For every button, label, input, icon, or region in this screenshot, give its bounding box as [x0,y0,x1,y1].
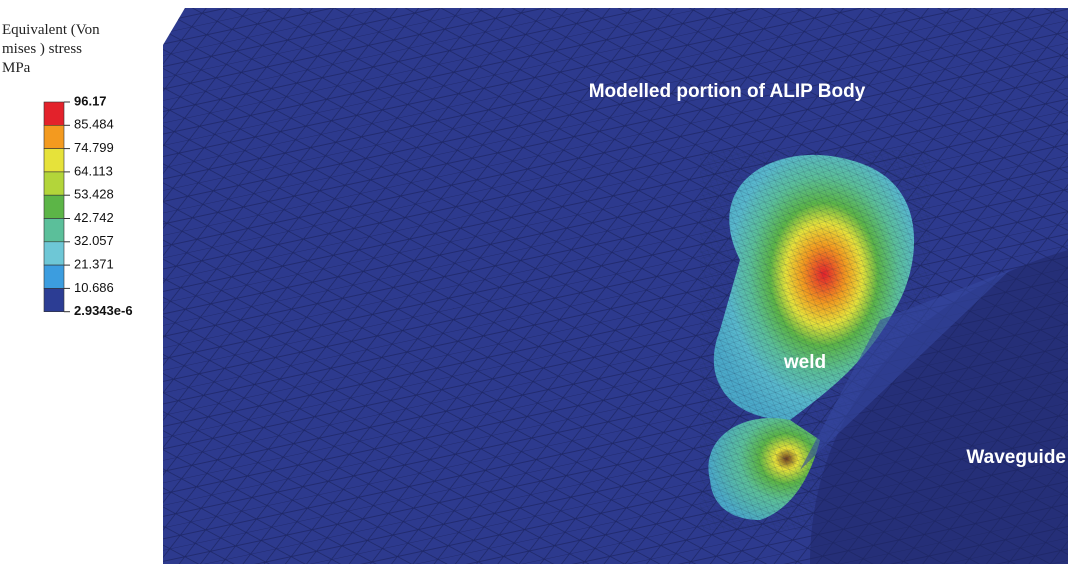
legend-swatch [43,148,65,173]
legend-swatch [43,101,65,126]
legend-swatch [43,194,65,219]
legend-title: MPa [2,60,31,76]
waveguide-label: Waveguide [966,447,1066,468]
legend-swatch [43,288,65,312]
body-label: Modelled portion of ALIP Body [589,81,866,102]
legend-title: mises ) stress [2,41,82,57]
legend-label: 42.742 [74,210,114,225]
legend-label: 96.17 [74,93,107,108]
legend-label: 21.371 [74,257,114,272]
legend-swatch [43,218,65,243]
legend-label: 10.686 [74,280,114,295]
legend-label: 64.113 [74,163,113,178]
legend-swatch [43,264,65,289]
legend-title: Equivalent (Von [2,22,100,38]
weld-label: weld [783,352,826,373]
legend-swatch [43,241,65,266]
legend-label: 85.484 [74,117,114,132]
legend-label: 2.9343e-6 [74,303,133,318]
legend-label: 74.799 [74,140,114,155]
legend-label: 32.057 [74,233,114,248]
legend-swatch [43,171,65,196]
model-view [163,8,1068,564]
legend-label: 53.428 [74,187,114,202]
legend-swatch [43,125,65,149]
legend: Equivalent (Von mises ) stress MPa 96.17 85.… [2,22,133,318]
